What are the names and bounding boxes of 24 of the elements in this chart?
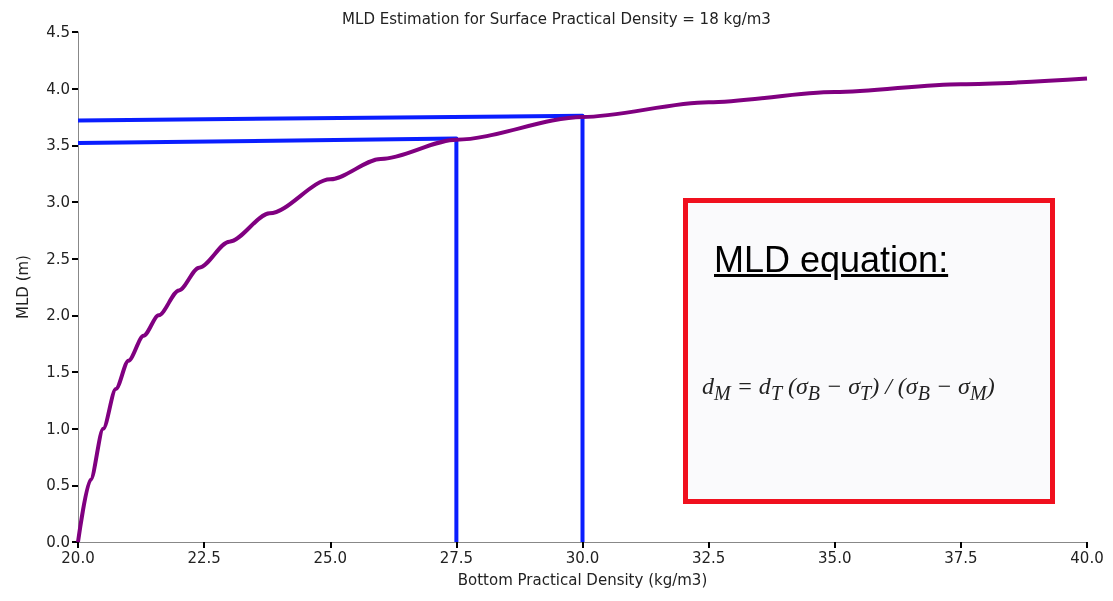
- annotation: MLD equation:: [714, 239, 949, 281]
- x-axis-title: Bottom Practical Density (kg/m3): [457, 570, 708, 589]
- x-tick-label: 37.5: [944, 548, 978, 567]
- y-tick-label: 1.5: [46, 363, 70, 381]
- y-axis-title: MLD (m): [13, 255, 32, 319]
- x-tick-label: 32.5: [691, 548, 726, 567]
- x-tick-label: 20.0: [61, 548, 95, 567]
- x-tick-label: 22.5: [187, 548, 221, 567]
- x-tick-label: 27.5: [439, 548, 474, 567]
- y-tick-label: 0.0: [46, 533, 70, 551]
- y-tick-label: 3.5: [46, 136, 70, 155]
- y-tick-label: 4.5: [46, 23, 70, 41]
- x-tick-label: 35.0: [818, 548, 852, 567]
- y-tick-label: 0.5: [46, 476, 70, 495]
- chart-title: MLD Estimation for Surface Practical Density = 18 kg/m3: [342, 9, 771, 28]
- y-tick-label: 4.0: [46, 79, 70, 98]
- y-tick-label: 2.0: [46, 306, 70, 325]
- equation-box: MLD equation: d$_{M}$ = d$_{T}$ (σ$_{B}$ − σ$_{T}$) / (σ$_{B}$ − σ$_{M}$): [683, 198, 1055, 504]
- y-tick-label: 3.0: [46, 193, 70, 211]
- y-tick-label: 1.0: [46, 419, 70, 438]
- x-tick-label: 40.0: [1070, 548, 1104, 567]
- x-tick-label: 25.0: [313, 548, 347, 567]
- y-tick-label: 2.5: [46, 249, 70, 268]
- x-tick-label: 30.0: [565, 548, 600, 567]
